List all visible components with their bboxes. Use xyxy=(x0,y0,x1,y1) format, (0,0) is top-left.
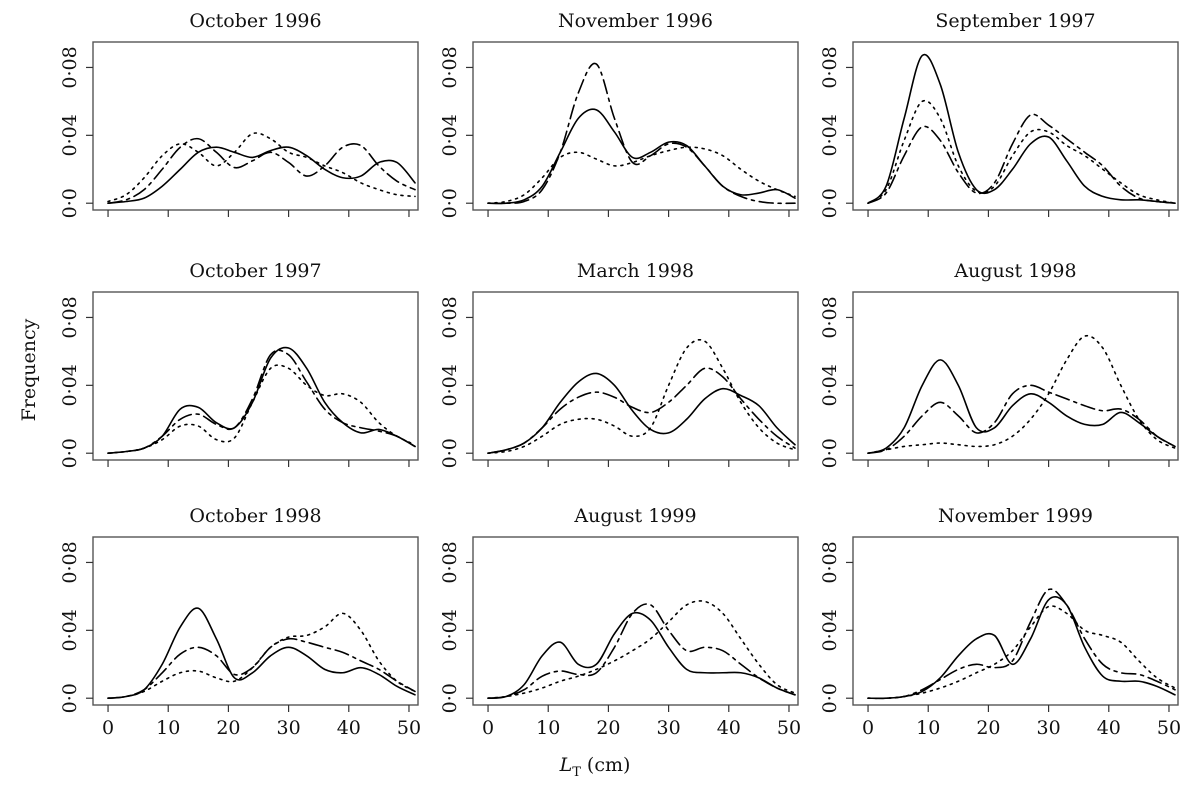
x-tick-label: 30 xyxy=(277,717,301,739)
x-tick-label: 20 xyxy=(216,717,240,739)
panel-title: August 1998 xyxy=(953,260,1076,282)
x-tick-label: 20 xyxy=(596,717,620,739)
frequency-curve xyxy=(487,611,796,700)
y-tick-label: 0·0 xyxy=(819,438,841,468)
y-tick-label: 0·04 xyxy=(59,609,81,651)
panel-frame xyxy=(92,291,419,461)
y-tick-label: 0·0 xyxy=(819,683,841,713)
frequency-curve xyxy=(107,132,416,203)
panel-title: November 1999 xyxy=(938,505,1093,527)
y-tick-label: 0·0 xyxy=(439,438,461,468)
frequency-curve xyxy=(867,588,1176,700)
x-label-subscript: T xyxy=(572,765,581,780)
x-tick-label: 50 xyxy=(777,717,801,739)
x-axis-label: LT (cm) xyxy=(559,754,631,780)
frequency-curve xyxy=(107,349,416,455)
panel-title: November 1996 xyxy=(558,10,713,32)
frequency-curve xyxy=(487,62,796,205)
panel-title: September 1997 xyxy=(935,10,1095,32)
y-tick-label: 0·08 xyxy=(819,296,841,338)
x-tick-label: 0 xyxy=(862,717,874,739)
y-tick-label: 0·04 xyxy=(439,364,461,406)
panel-frame xyxy=(852,291,1179,461)
frequency-curve xyxy=(487,600,796,700)
x-tick-label: 10 xyxy=(536,717,560,739)
y-tick-label: 0·08 xyxy=(439,541,461,583)
y-tick-label: 0·04 xyxy=(819,609,841,651)
y-tick-label: 0·08 xyxy=(59,46,81,88)
frequency-curve xyxy=(867,99,1176,205)
y-tick-label: 0·0 xyxy=(59,438,81,468)
y-tick-label: 0·0 xyxy=(439,683,461,713)
x-tick-label: 10 xyxy=(916,717,940,739)
frequency-curve xyxy=(487,367,796,455)
x-tick-label: 20 xyxy=(976,717,1000,739)
frequency-curve xyxy=(867,113,1176,205)
x-tick-label: 40 xyxy=(1097,717,1121,739)
frequency-curve xyxy=(487,372,796,455)
frequency-curve xyxy=(487,339,796,455)
frequency-curve xyxy=(867,53,1176,205)
panel-title: March 1998 xyxy=(577,260,694,282)
frequency-curve xyxy=(107,364,416,455)
y-tick-label: 0·0 xyxy=(819,188,841,218)
x-tick-label: 10 xyxy=(156,717,180,739)
x-tick-label: 40 xyxy=(337,717,361,739)
x-tick-label: 0 xyxy=(482,717,494,739)
y-tick-label: 0·04 xyxy=(819,114,841,156)
y-tick-label: 0·0 xyxy=(59,683,81,713)
panel-frame xyxy=(472,41,799,211)
x-tick-label: 50 xyxy=(1157,717,1181,739)
frequency-curve xyxy=(867,359,1176,455)
y-tick-label: 0·04 xyxy=(439,609,461,651)
panel-title: October 1997 xyxy=(189,260,321,282)
x-tick-label: 30 xyxy=(1037,717,1061,739)
y-tick-label: 0·04 xyxy=(59,114,81,156)
panel-frame xyxy=(472,291,799,461)
x-label-unit: (cm) xyxy=(587,754,630,776)
frequency-curve xyxy=(867,334,1176,455)
frequency-curve xyxy=(487,108,796,205)
y-tick-label: 0·08 xyxy=(819,46,841,88)
y-tick-label: 0·08 xyxy=(59,296,81,338)
panel-frame xyxy=(92,41,419,211)
x-label-symbol: L xyxy=(559,754,573,776)
y-tick-label: 0·0 xyxy=(59,188,81,218)
panel-frame xyxy=(852,41,1179,211)
frequency-curve xyxy=(107,346,416,455)
panel-frame xyxy=(852,536,1179,706)
x-tick-label: 40 xyxy=(717,717,741,739)
frequency-curve xyxy=(107,607,416,700)
y-tick-label: 0·08 xyxy=(819,541,841,583)
frequency-curve xyxy=(107,146,416,205)
y-tick-label: 0·08 xyxy=(59,541,81,583)
frequency-curve xyxy=(107,137,416,205)
y-tick-label: 0·04 xyxy=(59,364,81,406)
panel-frame xyxy=(472,536,799,706)
panel-title: August 1999 xyxy=(573,505,696,527)
y-tick-label: 0·04 xyxy=(819,364,841,406)
y-tick-label: 0·08 xyxy=(439,46,461,88)
y-tick-label: 0·0 xyxy=(439,188,461,218)
frequency-curve xyxy=(107,612,416,700)
y-tick-label: 0·04 xyxy=(439,114,461,156)
frequency-curve xyxy=(487,146,796,205)
frequency-curve xyxy=(867,596,1176,700)
frequency-curve xyxy=(867,384,1176,455)
y-axis-label: Frequency xyxy=(18,318,40,421)
y-tick-label: 0·08 xyxy=(439,296,461,338)
frequency-curve xyxy=(867,605,1176,700)
x-tick-label: 0 xyxy=(102,717,114,739)
panel-title: October 1998 xyxy=(189,505,321,527)
x-tick-label: 50 xyxy=(397,717,421,739)
frequency-curve xyxy=(107,637,416,700)
frequency-curve xyxy=(487,603,796,700)
panel-title: October 1996 xyxy=(189,10,321,32)
x-tick-label: 30 xyxy=(657,717,681,739)
panel-frame xyxy=(92,536,419,706)
